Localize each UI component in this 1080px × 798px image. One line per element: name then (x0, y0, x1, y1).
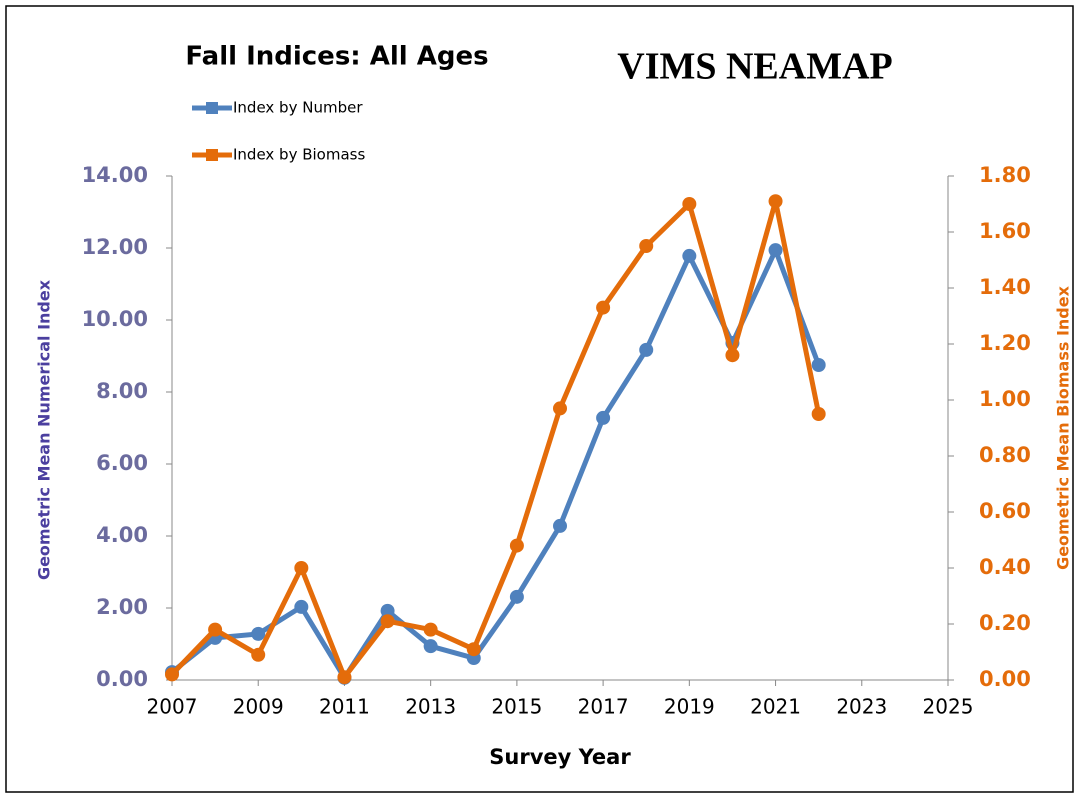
series-marker (423, 622, 438, 637)
x-tick-label: 2025 (923, 695, 974, 719)
series-marker (768, 243, 783, 258)
series-marker (811, 407, 826, 421)
series-marker (251, 647, 266, 662)
series-marker (553, 518, 567, 533)
series-line (170, 247, 822, 681)
y2-tick-label: 0.20 (979, 611, 1031, 635)
series-marker (768, 194, 783, 209)
y2-tick-label: 0.40 (979, 555, 1031, 579)
y2-tick-label: 1.80 (979, 163, 1031, 187)
y-tick-label: 14.00 (82, 163, 148, 187)
series-marker (294, 561, 309, 575)
y2-tick-label: 1.00 (979, 387, 1031, 411)
series-marker (294, 599, 309, 614)
series-marker (639, 239, 654, 253)
series-marker (337, 670, 352, 685)
series-marker (596, 300, 611, 315)
y2-axis-label: Geometric Mean Biomass Index (1054, 285, 1073, 570)
series-marker (423, 639, 438, 654)
y2-tick-label: 0.60 (979, 499, 1031, 523)
y-tick-label: 12.00 (82, 235, 148, 259)
series-marker (165, 667, 179, 682)
x-axis-label: Survey Year (489, 745, 631, 769)
x-tick-label: 2009 (233, 695, 284, 719)
series-marker (466, 642, 481, 657)
legend-marker (206, 149, 218, 161)
x-tick-label: 2015 (491, 695, 542, 719)
series-marker (380, 603, 395, 618)
y2-tick-label: 0.00 (979, 667, 1031, 691)
y-tick-label: 4.00 (96, 523, 148, 547)
y-tick-label: 0.00 (96, 667, 148, 691)
series-line (170, 198, 822, 680)
legend-label: Index by Biomass (233, 146, 365, 164)
chart-title: Fall Indices: All Ages (185, 42, 488, 72)
y2-tick-label: 0.80 (979, 443, 1031, 467)
series-marker (380, 614, 395, 629)
y-tick-label: 6.00 (96, 451, 148, 475)
y2-tick-label: 1.40 (979, 275, 1031, 299)
legend-marker (206, 102, 218, 114)
series-marker (725, 348, 740, 363)
x-tick-label: 2017 (578, 695, 629, 719)
series-marker (682, 197, 697, 211)
x-tick-label: 2023 (836, 695, 887, 719)
y-tick-label: 8.00 (96, 379, 148, 403)
x-tick-label: 2021 (750, 695, 801, 719)
y2-tick-label: 1.20 (979, 331, 1031, 355)
x-tick-label: 2007 (147, 695, 198, 719)
y-axis-label: Geometric Mean Numerical Index (35, 279, 54, 580)
series-marker (811, 358, 826, 372)
series-marker (553, 401, 567, 416)
y-tick-label: 10.00 (82, 307, 148, 331)
x-tick-label: 2011 (319, 695, 370, 719)
y-tick-label: 2.00 (96, 595, 148, 619)
series-marker (509, 589, 524, 604)
series-marker (208, 622, 223, 637)
x-tick-label: 2013 (405, 695, 456, 719)
series-marker (509, 538, 524, 553)
legend-label: Index by Number (233, 99, 363, 117)
series-marker (682, 248, 697, 263)
x-tick-label: 2019 (664, 695, 715, 719)
series-marker (639, 342, 654, 357)
y2-tick-label: 1.60 (979, 219, 1031, 243)
series-marker (596, 410, 611, 425)
chart-subtitle: VIMS NEAMAP (617, 46, 892, 88)
series-marker (251, 626, 266, 641)
